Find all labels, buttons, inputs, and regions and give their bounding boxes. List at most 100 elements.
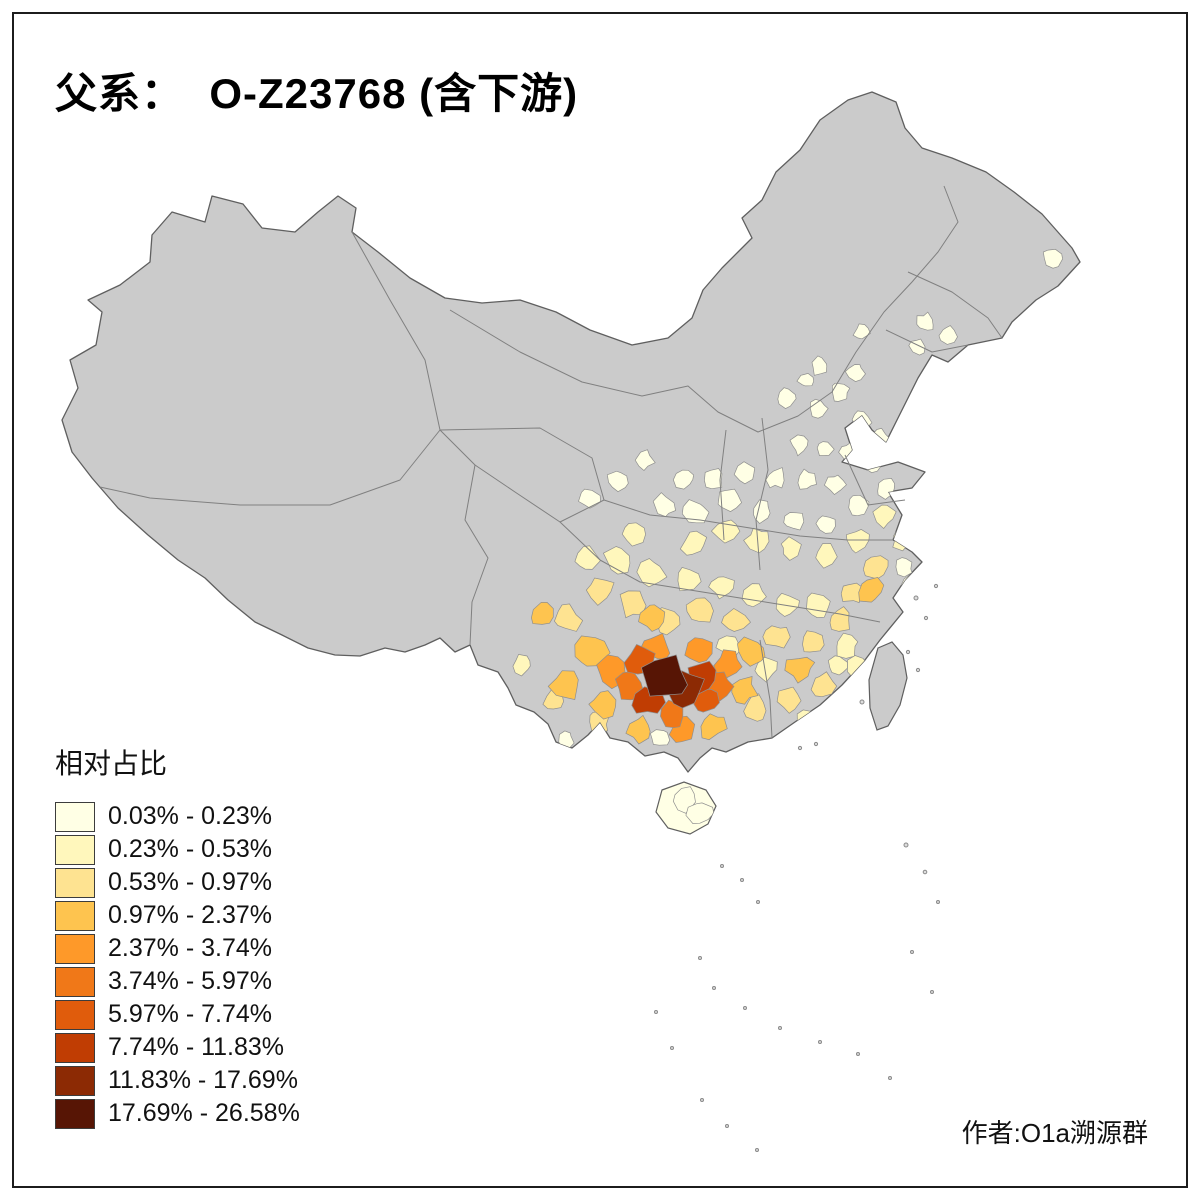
map-region-cell <box>638 604 666 632</box>
mainland-landmass <box>61 91 1081 773</box>
map-region-cell <box>574 545 602 570</box>
legend-title: 相对占比 <box>55 748 168 779</box>
legend-row: 11.83% - 17.69% <box>55 1064 300 1097</box>
map-region-cell <box>721 608 751 632</box>
legend-swatch <box>55 801 95 832</box>
taiwan-island <box>868 641 908 731</box>
legend-row: 3.74% - 5.97% <box>55 965 300 998</box>
map-region-cell <box>668 715 696 743</box>
map-region-cell <box>831 382 851 402</box>
legend-range-label: 2.37% - 3.74% <box>108 934 272 962</box>
map-region-cell <box>811 355 828 376</box>
legend-range-label: 17.69% - 26.58% <box>108 1099 300 1127</box>
attribution: 作者:O1a溯源群 <box>961 1118 1148 1148</box>
map-region-cell <box>679 530 708 556</box>
map-region-cell <box>796 709 819 735</box>
map-region-cell <box>823 474 847 495</box>
map-region-cell <box>602 546 631 575</box>
map-region-cell <box>700 713 728 741</box>
legend-row: 7.74% - 11.83% <box>55 1031 300 1064</box>
legend-range-label: 11.83% - 17.69% <box>108 1066 298 1094</box>
map-region-cell <box>547 670 579 701</box>
map-region-cell <box>710 519 741 544</box>
map-region-cell <box>588 690 617 720</box>
map-region-cell <box>704 468 723 490</box>
map-region-cell <box>625 714 651 745</box>
legend-row: 2.37% - 3.74% <box>55 932 300 965</box>
legend-swatch <box>55 999 95 1030</box>
legend-row: 0.53% - 0.97% <box>55 866 300 899</box>
legend-range-label: 0.53% - 0.97% <box>108 868 272 896</box>
map-region-cell <box>872 504 897 530</box>
map-region-cell <box>672 469 694 490</box>
map-region-cell <box>733 461 756 485</box>
map-region-cell <box>829 606 850 632</box>
map-region-cell <box>877 478 895 500</box>
map-region-cell <box>815 543 838 569</box>
legend-swatch <box>55 1098 95 1129</box>
legend-range-label: 7.74% - 11.83% <box>108 1033 285 1061</box>
sea-islands <box>654 583 940 1152</box>
map-region-cell <box>816 441 835 456</box>
map-region-cell <box>846 529 870 554</box>
legend-row: 0.23% - 0.53% <box>55 833 300 866</box>
legend-swatch <box>55 867 95 898</box>
map-region-cell <box>652 492 677 518</box>
map-region-cell <box>574 635 611 667</box>
map-region-cell <box>649 729 671 746</box>
map-region-cell <box>578 488 601 509</box>
map-region-cell <box>916 311 934 331</box>
map-region-cell <box>783 512 805 531</box>
map-region-cell <box>780 536 802 561</box>
legend-swatch <box>55 834 95 865</box>
map-region-cell <box>895 557 913 578</box>
map-region-cell <box>802 630 825 653</box>
legend-range-label: 0.03% - 0.23% <box>108 802 272 830</box>
map-region-cell <box>713 649 743 680</box>
map-region-cell <box>606 470 629 493</box>
map-region-cell <box>765 467 785 489</box>
map-region-cell <box>754 656 778 683</box>
map-title: 父系： O-Z23768 (含下游) <box>55 70 579 117</box>
map-region-cell <box>938 325 958 345</box>
map-region-cell <box>677 566 702 592</box>
map-region-cell <box>619 590 647 619</box>
map-region-cell <box>858 577 885 603</box>
map-region-cell <box>684 637 713 663</box>
map-region-cell <box>743 693 767 722</box>
map-region-cell <box>815 515 836 534</box>
legend-row: 17.69% - 26.58% <box>55 1097 300 1130</box>
legend-row: 0.97% - 2.37% <box>55 899 300 932</box>
map-region-cell <box>862 555 889 580</box>
map-region-cell <box>1042 248 1063 269</box>
map-region-cell <box>512 654 531 677</box>
map-region-cell <box>762 625 791 649</box>
map-region-cell <box>753 499 771 524</box>
legend-range-label: 0.97% - 2.37% <box>108 901 272 929</box>
map-region-cell <box>852 323 871 340</box>
map-region-cell <box>634 449 656 471</box>
map-region-cell <box>685 597 714 623</box>
province-borders <box>99 185 1003 739</box>
map-region-cell <box>880 445 898 464</box>
map-region-cell <box>776 686 802 714</box>
map-region-cell <box>840 582 863 604</box>
map-region-cell <box>685 802 715 824</box>
map-region-cell <box>585 577 615 606</box>
map-region-cell <box>743 527 770 554</box>
map-region-cell <box>777 387 797 410</box>
legend-swatch <box>55 1065 95 1096</box>
map-region-cell <box>531 601 554 625</box>
legend-swatch <box>55 933 95 964</box>
map-region-cell <box>784 656 816 684</box>
legend-swatch <box>55 1032 95 1063</box>
map-region-cell <box>796 373 815 387</box>
map-region-cell <box>621 522 646 547</box>
legend-range-label: 3.74% - 5.97% <box>108 967 272 995</box>
legend-rows: 0.03% - 0.23% 0.23% - 0.53% 0.53% - 0.97% 0… <box>55 800 300 1130</box>
map-region-cell <box>640 654 688 697</box>
map-region-cell <box>618 744 634 762</box>
map-region-cell <box>554 603 584 632</box>
legend: 相对占比 0.03% - 0.23% 0.23% - 0.53% 0.53% - 0… <box>55 742 300 1130</box>
